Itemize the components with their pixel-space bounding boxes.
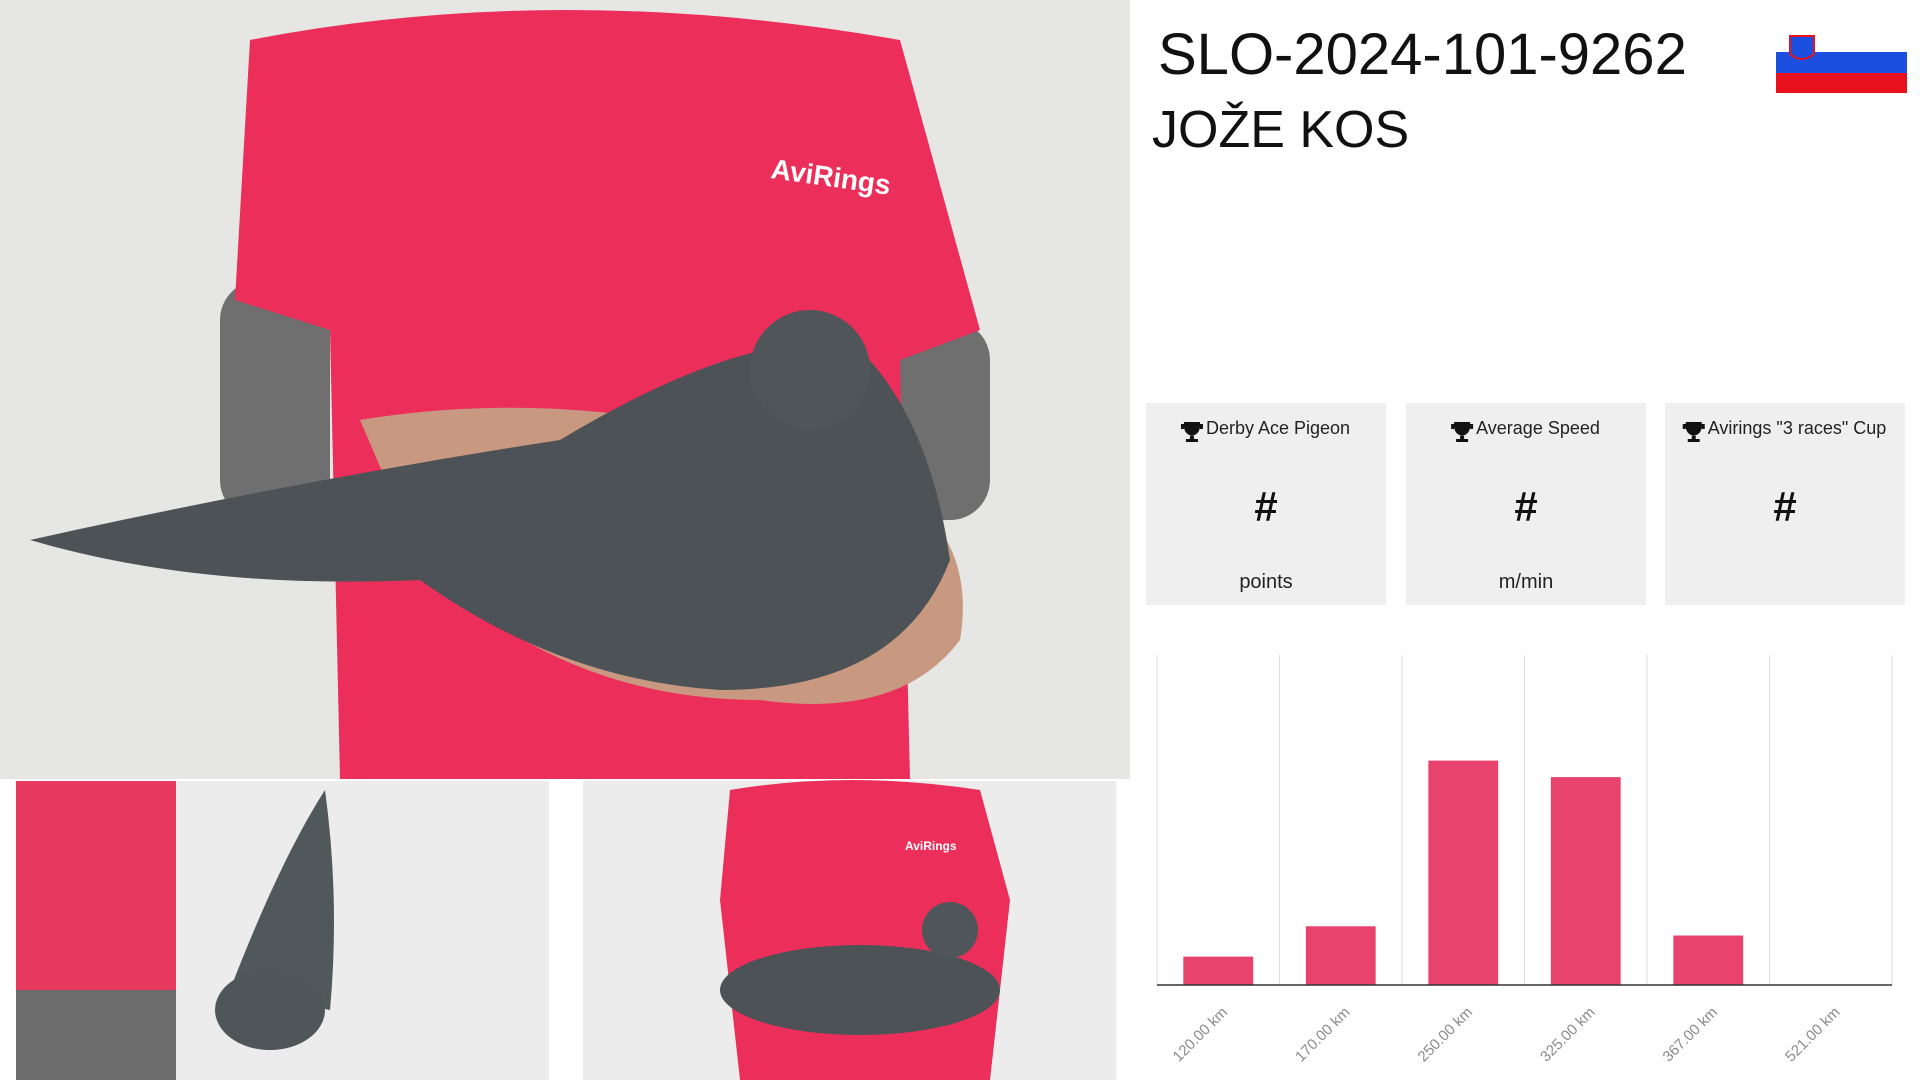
card-title: Derby Ace Pigeon: [1206, 418, 1350, 438]
stat-cards: Derby Ace Pigeon # points Average Speed # m/m…: [1146, 403, 1905, 605]
stat-card[interactable]: Avirings "3 races" Cup #: [1665, 403, 1905, 605]
card-unit: m/min: [1499, 571, 1553, 593]
card-title: Average Speed: [1476, 418, 1600, 438]
bar[interactable]: [1550, 777, 1621, 985]
side-photo[interactable]: AviRings: [583, 780, 1116, 1080]
trophy-icon: [1682, 422, 1705, 442]
card-unit: points: [1239, 571, 1292, 593]
card-value: #: [1773, 483, 1796, 530]
x-tick-label: 120.00 km: [1170, 1004, 1232, 1066]
card-value: #: [1254, 483, 1277, 530]
card-value: #: [1514, 483, 1537, 530]
stat-card[interactable]: Average Speed # m/min: [1406, 403, 1646, 605]
bar[interactable]: [1305, 926, 1376, 985]
bar-chart: 120.00 km 170.00 km 250.00 km 325.00 km 367.…: [1156, 655, 1893, 1066]
bar[interactable]: [1673, 935, 1744, 986]
card-background: [1665, 403, 1905, 605]
bar[interactable]: [1428, 760, 1499, 985]
owner-name: JOŽE KOS: [1152, 101, 1409, 159]
bar[interactable]: [1183, 956, 1254, 985]
ring-number: SLO-2024-101-9262: [1158, 22, 1687, 87]
card-background: [1146, 403, 1386, 605]
trophy-icon: [1451, 422, 1474, 442]
wing-photo[interactable]: [16, 781, 549, 1080]
flag: [1776, 31, 1907, 93]
card-title: Avirings "3 races" Cup: [1708, 418, 1887, 438]
trophy-icon: [1180, 422, 1203, 442]
main-photo[interactable]: AviRings: [0, 0, 1130, 779]
shirt-logo: AviRings: [905, 839, 957, 853]
x-tick-label: 170.00 km: [1292, 1004, 1354, 1066]
card-background: [1406, 403, 1646, 605]
x-tick-label: 325.00 km: [1537, 1004, 1599, 1066]
x-tick-label: 521.00 km: [1782, 1004, 1844, 1066]
x-tick-label: 250.00 km: [1415, 1004, 1477, 1066]
x-tick-label: 367.00 km: [1660, 1004, 1722, 1066]
stat-card[interactable]: Derby Ace Pigeon # points: [1146, 403, 1386, 605]
